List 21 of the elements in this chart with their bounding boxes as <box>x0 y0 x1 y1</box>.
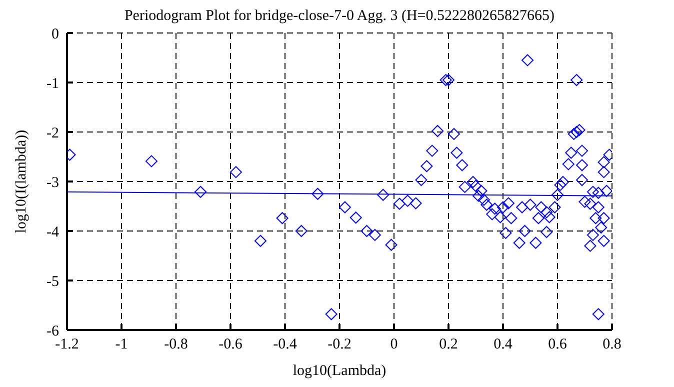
x-tick-label: -0.2 <box>328 336 352 353</box>
x-tick-label: -0.6 <box>218 336 243 353</box>
x-axis-title: log10(Lambda) <box>292 363 386 379</box>
chart-title: Periodogram Plot for bridge-close-7-0 Agg. 3 (H=0.522280265827665) <box>123 8 556 25</box>
y-tick-label: -6 <box>46 323 60 340</box>
y-axis-title: log10(I(lambda)) <box>13 130 30 234</box>
x-tick-label: 0.2 <box>439 336 458 353</box>
x-tick-label: 0 <box>390 336 398 353</box>
x-tick-label: -0.4 <box>273 336 298 353</box>
y-tick-label: 0 <box>52 26 59 42</box>
y-tick-label: -3 <box>46 174 59 191</box>
y-tick-label: -5 <box>46 274 59 290</box>
x-tick-label: 0.4 <box>494 336 513 353</box>
x-tick-label: 0.6 <box>548 336 568 353</box>
x-tick-label: -1.2 <box>55 336 79 353</box>
x-tick-label: -1 <box>115 336 128 353</box>
y-tick-label: -1 <box>46 76 59 92</box>
x-tick-label: 0.8 <box>602 336 622 353</box>
y-tick-label: -2 <box>46 125 59 142</box>
x-tick-label: -0.8 <box>164 336 188 353</box>
y-tick-label: -4 <box>46 224 60 240</box>
